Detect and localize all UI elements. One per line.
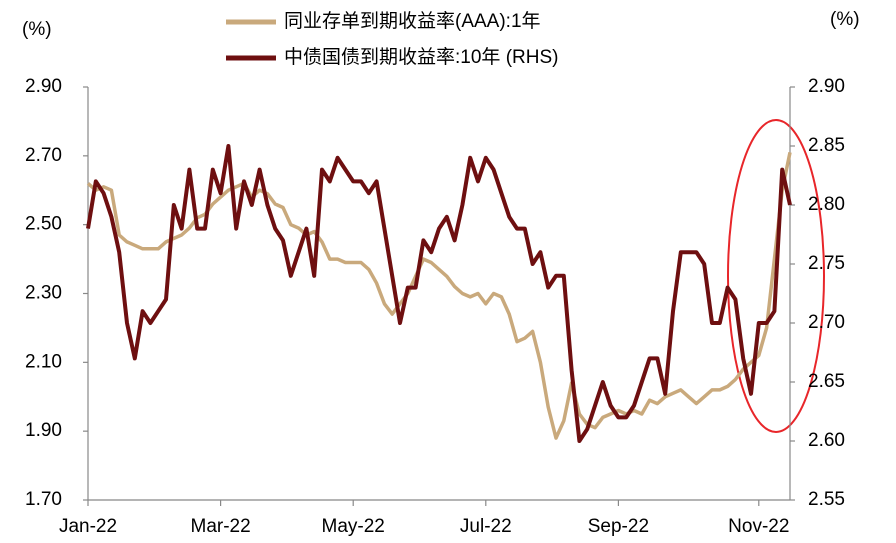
y-tick-label: 1.70 bbox=[25, 489, 62, 510]
y2-tick-label: 2.85 bbox=[808, 135, 845, 156]
legend-label: 中债国债到期收益率:10年 (RHS) bbox=[284, 46, 558, 68]
legend-label: 同业存单到期收益率(AAA):1年 bbox=[284, 10, 541, 32]
x-tick-label: Mar-22 bbox=[191, 516, 251, 537]
y-tick-label: 1.90 bbox=[25, 420, 62, 441]
y2-tick-label: 2.80 bbox=[808, 194, 845, 215]
series-line bbox=[86, 144, 792, 443]
y-tick-label: 2.50 bbox=[25, 214, 62, 235]
y2-tick-label: 2.65 bbox=[808, 371, 845, 392]
y-tick-label: 2.30 bbox=[25, 283, 62, 304]
x-tick-label: Jan-22 bbox=[59, 516, 117, 537]
y2-tick-label: 2.90 bbox=[808, 76, 845, 97]
x-tick-label: Jul-22 bbox=[460, 516, 512, 537]
y-axis-label: (%) bbox=[22, 19, 52, 40]
y-tick-label: 2.70 bbox=[25, 145, 62, 166]
x-tick-label: Sep-22 bbox=[588, 516, 649, 537]
y2-tick-label: 2.60 bbox=[808, 430, 845, 451]
y-tick-label: 2.90 bbox=[25, 76, 62, 97]
y2-axis-label: (%) bbox=[830, 9, 860, 30]
highlight-ellipse bbox=[727, 119, 825, 433]
y-tick-label: 2.10 bbox=[25, 351, 62, 372]
y2-tick-label: 2.75 bbox=[808, 253, 845, 274]
x-tick-label: May-22 bbox=[322, 516, 385, 537]
y2-tick-label: 2.55 bbox=[808, 489, 845, 510]
x-tick-label: Nov-22 bbox=[728, 516, 789, 537]
y2-tick-label: 2.70 bbox=[808, 312, 845, 333]
